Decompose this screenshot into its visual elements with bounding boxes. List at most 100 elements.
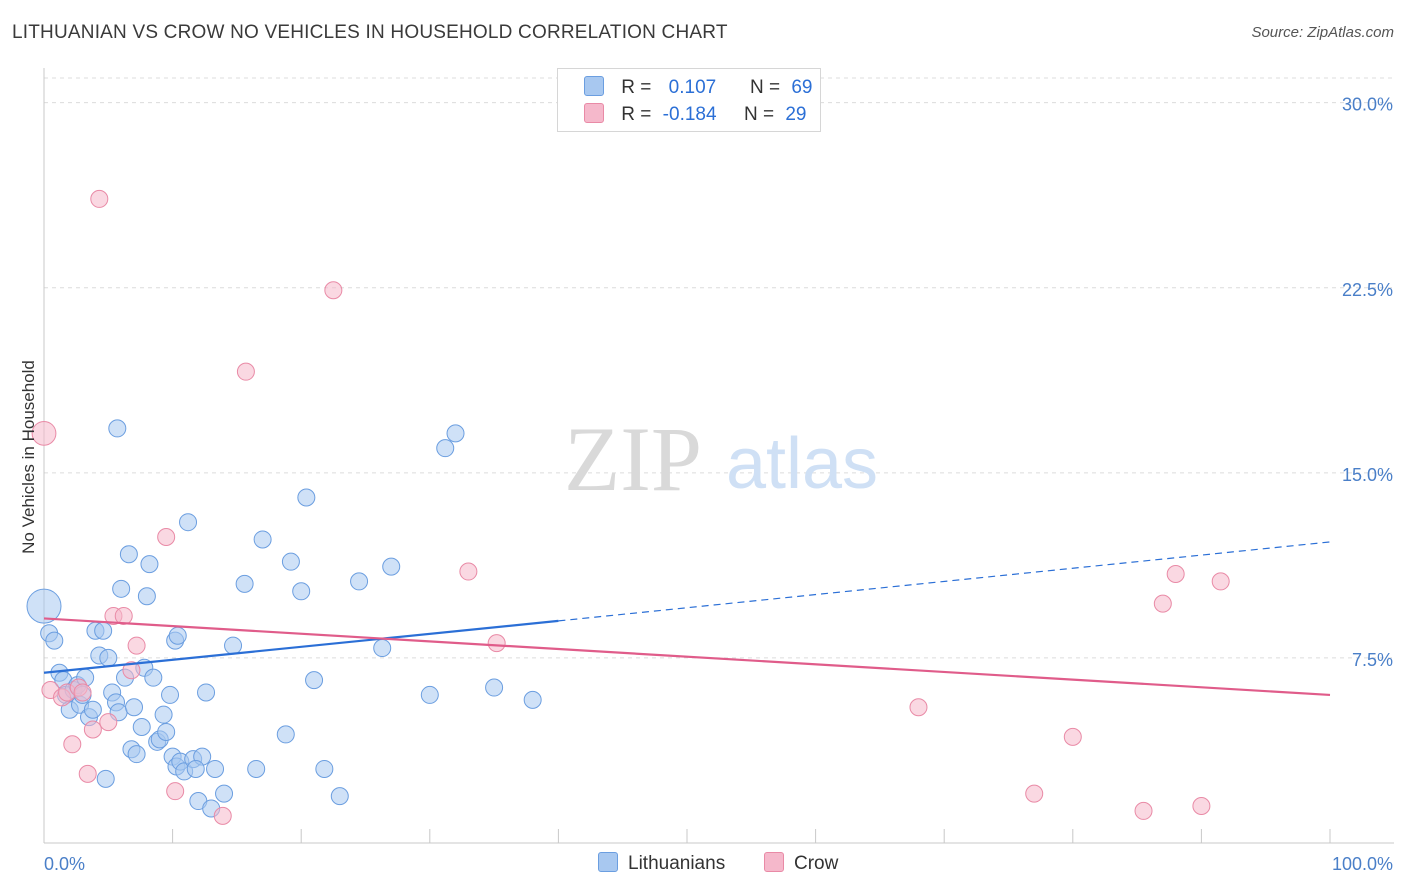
crow-point [90, 189, 109, 208]
bottom-legend-label-lithuanians: Lithuanians [628, 853, 726, 874]
legend-n-value: 29 [785, 104, 807, 125]
lithuanian-point [96, 769, 115, 788]
crow-point [83, 720, 102, 739]
lithuanian-point [523, 690, 542, 709]
lithuanian-point [83, 700, 102, 719]
bottom-legend-label-crow: Crow [794, 853, 839, 874]
lithuanian-point [186, 759, 205, 778]
crow-point [166, 782, 185, 801]
y-tick-label: 30.0% [1342, 95, 1393, 115]
crow-point [459, 562, 478, 581]
chart-title: LITHUANIAN VS CROW NO VEHICLES IN HOUSEH… [12, 22, 728, 43]
lithuanian-point [235, 574, 254, 593]
crow-point [31, 420, 57, 446]
legend-r-label: R = [621, 77, 652, 98]
lithuanian-point [382, 557, 401, 576]
lithuanian-point [276, 725, 295, 744]
lithuanian-point [247, 759, 266, 778]
lithuanian-point [330, 787, 349, 806]
lithuanian-point [350, 572, 369, 591]
crow-point [122, 661, 141, 680]
lithuanian-point [157, 722, 176, 741]
lithuanian-point [161, 685, 180, 704]
crow-point [1134, 801, 1153, 820]
lithuanian-point [26, 588, 62, 624]
lithuanian-point [420, 685, 439, 704]
crow-point [99, 713, 118, 732]
x-tick-label: 0.0% [44, 854, 85, 874]
crow-point [63, 735, 82, 754]
lithuanian-point [297, 488, 316, 507]
lithuanian-point [125, 698, 144, 717]
trend-lines [43, 541, 1331, 697]
crow-point [127, 636, 146, 655]
crow-point [1025, 784, 1044, 803]
legend-row-crow: R = -0.184 N = 29 [584, 103, 806, 127]
legend-swatch-crow [584, 103, 604, 123]
watermark: ZIP atlas [564, 408, 878, 510]
crow-point [324, 281, 343, 300]
lithuanian-point [154, 705, 173, 724]
lithuanian-point [112, 579, 131, 598]
lithuanian-point [127, 745, 146, 764]
crow-point [1211, 572, 1230, 591]
crow-point [487, 634, 506, 653]
crow-point [78, 764, 97, 783]
lithuanian-point [45, 631, 64, 650]
source-label: Source: ZipAtlas.com [1251, 24, 1394, 41]
crow-point [114, 606, 133, 625]
crow-point [909, 698, 928, 717]
y-tick-label: 7.5% [1352, 650, 1393, 670]
lithuanian-point [305, 671, 324, 690]
legend-n-label: N = [749, 77, 781, 98]
lithuanian-point [137, 587, 156, 606]
crow-point [1153, 594, 1172, 613]
crow-point [157, 528, 176, 546]
legend-n-label: N = [743, 104, 775, 125]
y-tick-label: 22.5% [1342, 280, 1393, 300]
lithuanian-point [99, 648, 118, 667]
data-points [26, 189, 1230, 825]
axes [43, 68, 1394, 844]
bottom-legend-crow: Crow [764, 852, 838, 875]
lithuanian-point [281, 552, 300, 571]
lithuanian-point [485, 678, 504, 697]
lithuanian-point [144, 668, 163, 687]
legend-n-value: 69 [791, 77, 813, 98]
lithuanian-point [119, 545, 138, 564]
bottom-legend-swatch-crow [764, 852, 784, 872]
y-axis-title: No Vehicles in Household [19, 360, 38, 554]
legend-swatch-lithuanians [584, 76, 604, 96]
lithuanian-point [140, 555, 159, 574]
lithuanian-point [253, 530, 272, 549]
lithuanian-point [132, 718, 151, 737]
crow-point [1166, 565, 1185, 584]
legend-row-lithuanians: R = 0.107 N = 69 [584, 76, 812, 100]
crow-point [213, 806, 232, 825]
crow-trend-line [43, 617, 1331, 697]
crow-point [236, 362, 255, 381]
lithuanian-point [206, 759, 225, 778]
lithuanian-point [224, 636, 243, 655]
lithuanian-point [197, 683, 216, 702]
crow-point [1063, 727, 1082, 746]
crow-point [1192, 796, 1211, 815]
lithuanian-point [94, 621, 113, 640]
watermark-atlas: atlas [726, 424, 878, 504]
lithuanian-point [446, 424, 465, 443]
lithuanian-point [292, 582, 311, 601]
watermark-zip: ZIP [564, 408, 702, 510]
x-tick-label: 100.0% [1332, 854, 1393, 874]
crow-point [73, 683, 92, 702]
lithuanian-point [315, 759, 334, 778]
lithuanian-trend-extension [558, 541, 1331, 622]
lithuanian-point [168, 626, 187, 645]
lithuanian-point [179, 513, 198, 532]
legend-r-value: 0.107 [668, 77, 717, 98]
y-tick-label: 15.0% [1342, 465, 1393, 485]
legend-r-label: R = [621, 104, 652, 125]
legend-r-value: -0.184 [662, 104, 717, 125]
lithuanian-point [108, 419, 127, 438]
bottom-legend-swatch-lithuanians [598, 852, 618, 872]
lithuanian-point [373, 639, 392, 658]
